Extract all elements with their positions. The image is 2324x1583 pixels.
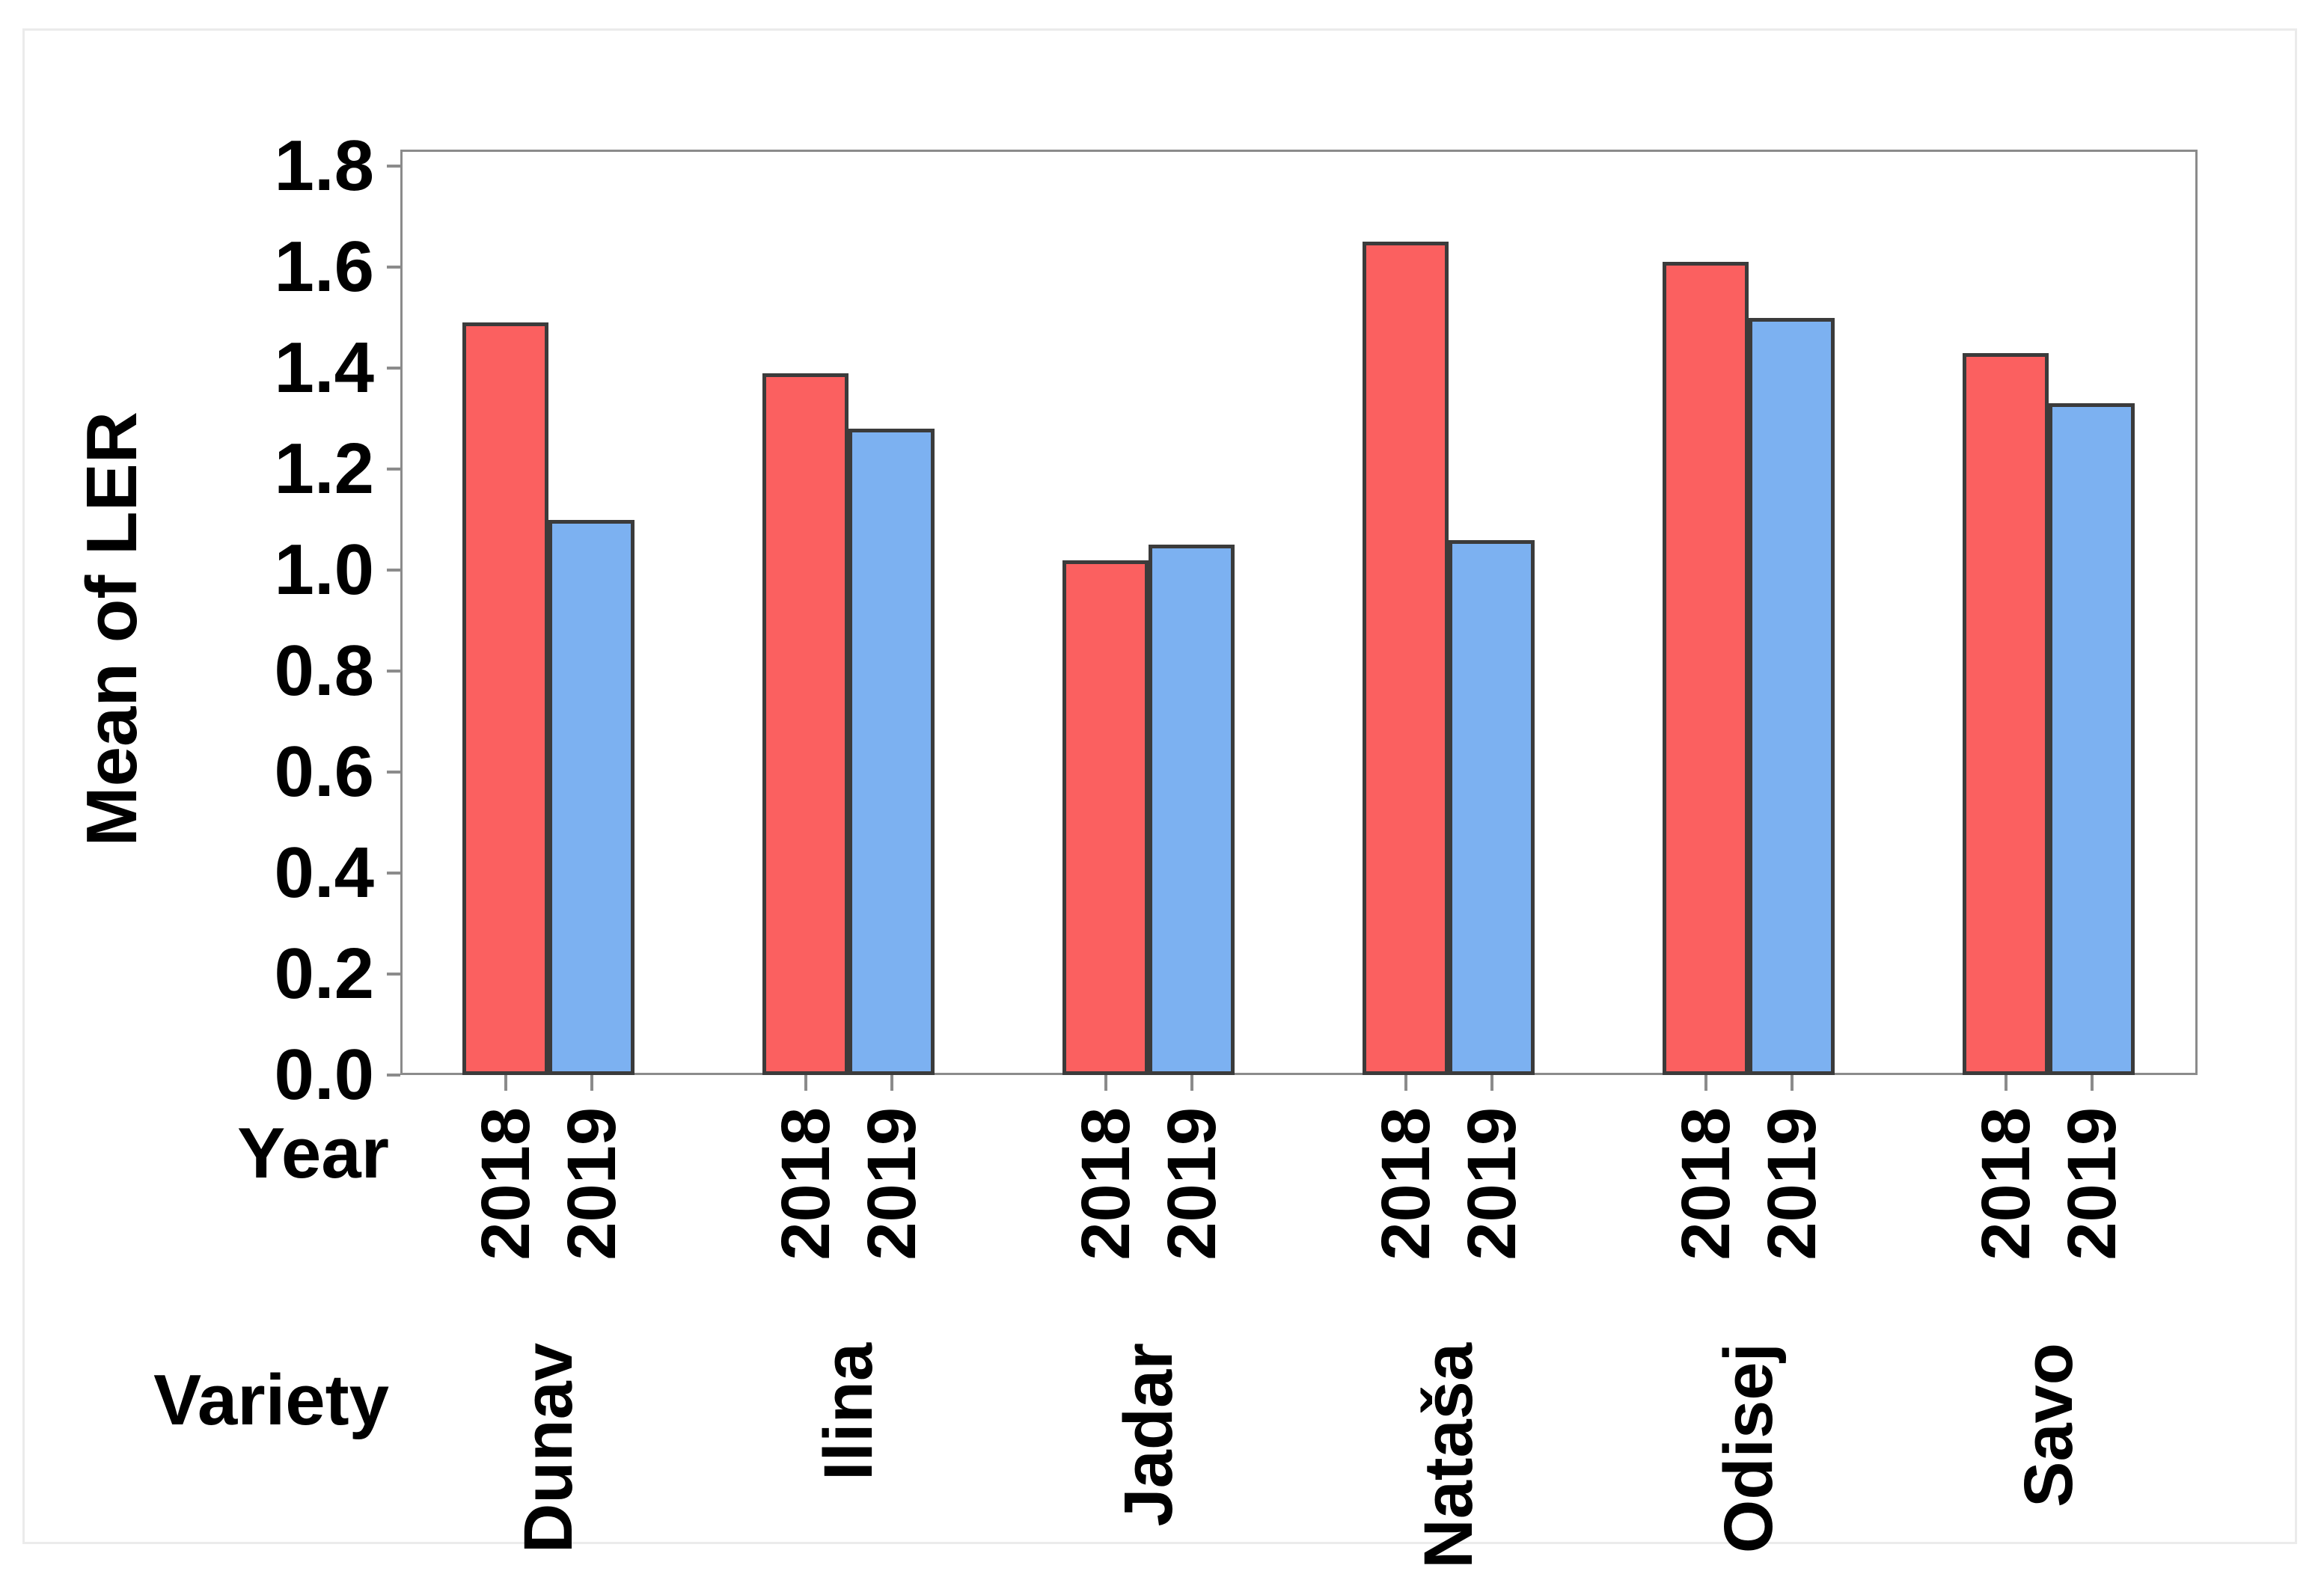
bar-2019-odisej — [1749, 317, 1835, 1075]
variety-label-jadar: Jadar — [1110, 1343, 1187, 1527]
y-axis-tick — [387, 367, 400, 370]
x-axis-variety-title: Variety — [153, 1360, 389, 1440]
y-axis-tick-label: 1.4 — [274, 328, 374, 408]
x-axis-tick — [1104, 1075, 1107, 1091]
year-label-2019-savo: 2019 — [2053, 1107, 2130, 1261]
x-axis-tick — [1190, 1075, 1193, 1091]
year-label-2018-dunav: 2018 — [467, 1107, 544, 1261]
bar-2018-savo — [1963, 352, 2049, 1075]
y-axis-tick-label: 1.0 — [274, 530, 374, 610]
bar-2018-dunav — [462, 322, 548, 1075]
bar-2019-jadar — [1149, 545, 1235, 1075]
y-axis-tick-label: 0.6 — [274, 732, 374, 812]
y-axis-tick — [387, 165, 400, 168]
y-axis-tick-label: 0.2 — [274, 934, 374, 1014]
x-axis-tick — [2090, 1075, 2094, 1091]
year-label-2018-nataša: 2018 — [1367, 1107, 1444, 1261]
bar-2019-ilina — [848, 429, 935, 1075]
x-axis-tick — [1704, 1075, 1707, 1091]
plot-area — [400, 150, 2198, 1075]
variety-label-odisej: Odisej — [1710, 1343, 1787, 1554]
x-axis-tick — [590, 1075, 593, 1091]
variety-label-ilina: Ilina — [810, 1343, 887, 1481]
y-axis-tick-label: 1.8 — [274, 126, 374, 206]
year-label-2019-dunav: 2019 — [553, 1107, 630, 1261]
x-axis-tick — [890, 1075, 893, 1091]
y-axis-tick-label: 1.2 — [274, 429, 374, 509]
x-axis-year-title: Year — [237, 1113, 389, 1193]
y-axis-tick — [387, 266, 400, 269]
y-axis-tick-label: 1.6 — [274, 227, 374, 307]
year-label-2018-savo: 2018 — [1967, 1107, 2044, 1261]
bar-2019-nataša — [1449, 539, 1535, 1075]
bar-2018-jadar — [1062, 560, 1149, 1075]
y-axis-tick — [387, 771, 400, 774]
y-axis-tick — [387, 468, 400, 471]
bar-2018-odisej — [1663, 262, 1749, 1075]
y-axis-tick — [387, 569, 400, 572]
x-axis-tick — [2004, 1075, 2007, 1091]
year-label-2019-jadar: 2019 — [1153, 1107, 1230, 1261]
year-label-2019-ilina: 2019 — [853, 1107, 930, 1261]
x-axis-tick — [1404, 1075, 1407, 1091]
variety-label-nataša: Nataša — [1410, 1343, 1487, 1569]
x-axis-tick — [504, 1075, 507, 1091]
x-axis-tick — [804, 1075, 807, 1091]
y-axis-tick — [387, 1074, 400, 1077]
bar-2019-dunav — [548, 519, 634, 1075]
figure-border — [22, 28, 2297, 1544]
x-axis-tick — [1490, 1075, 1493, 1091]
bar-2019-savo — [2049, 403, 2135, 1075]
x-axis-tick — [1790, 1075, 1794, 1091]
bar-2018-ilina — [762, 373, 848, 1075]
y-axis-tick — [387, 670, 400, 673]
year-label-2018-ilina: 2018 — [767, 1107, 844, 1261]
variety-label-dunav: Dunav — [510, 1343, 587, 1554]
year-label-2018-jadar: 2018 — [1067, 1107, 1144, 1261]
bar-2018-nataša — [1363, 242, 1449, 1075]
y-axis-tick — [387, 973, 400, 976]
y-axis-tick-label: 0.4 — [274, 833, 374, 913]
variety-label-savo: Savo — [2010, 1343, 2087, 1507]
year-label-2019-odisej: 2019 — [1753, 1107, 1830, 1261]
y-axis-tick-label: 0.0 — [274, 1035, 374, 1115]
y-axis-tick — [387, 872, 400, 875]
year-label-2019-nataša: 2019 — [1453, 1107, 1530, 1261]
year-label-2018-odisej: 2018 — [1667, 1107, 1744, 1261]
y-axis-tick-label: 0.8 — [274, 631, 374, 711]
